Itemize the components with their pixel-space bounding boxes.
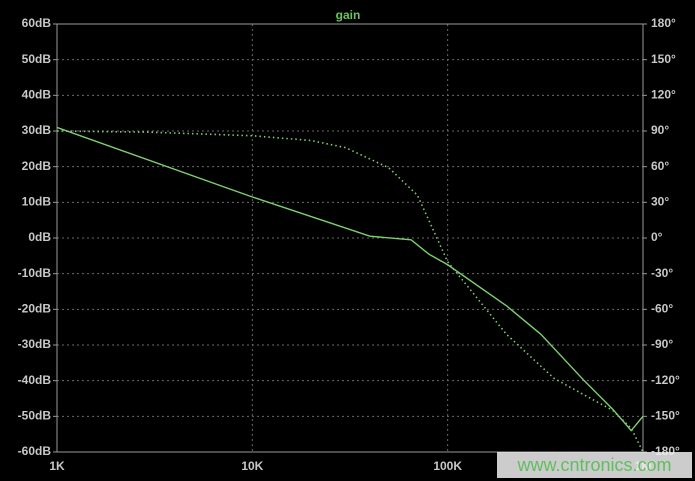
y-tick-label: -10dB bbox=[18, 266, 52, 280]
y-tick-label: 0dB bbox=[28, 230, 51, 244]
y-tick-label: -30dB bbox=[18, 337, 52, 351]
y-tick-label: -20dB bbox=[18, 302, 52, 316]
y-tick-label: 20dB bbox=[22, 159, 52, 173]
y2-tick-label: 120° bbox=[651, 88, 676, 102]
y2-tick-label: -90° bbox=[651, 337, 673, 351]
y2-tick-label: -120° bbox=[651, 373, 680, 387]
y2-tick-label: -60° bbox=[651, 302, 673, 316]
y2-tick-label: 30° bbox=[651, 195, 669, 209]
y2-tick-label: 60° bbox=[651, 159, 669, 173]
y-tick-label: 50dB bbox=[22, 52, 52, 66]
y2-tick-label: 90° bbox=[651, 123, 669, 137]
y2-tick-label: -150° bbox=[651, 409, 680, 423]
watermark: www.cntronics.com bbox=[497, 452, 692, 478]
series-line bbox=[56, 126, 644, 432]
y-tick-label: -50dB bbox=[18, 409, 52, 423]
y-tick-label: 60dB bbox=[22, 16, 52, 30]
plot-frame bbox=[56, 23, 644, 453]
y2-tick-label: 180° bbox=[651, 16, 676, 30]
y-tick-label: -40dB bbox=[18, 373, 52, 387]
x-tick-label: 10K bbox=[241, 459, 263, 473]
y2-tick-label: -30° bbox=[651, 266, 673, 280]
x-tick-label: 1K bbox=[49, 459, 65, 473]
y-tick-label: 30dB bbox=[22, 123, 52, 137]
y-tick-label: 10dB bbox=[22, 195, 52, 209]
y2-tick-label: 150° bbox=[651, 52, 676, 66]
chart-title: gain bbox=[336, 8, 361, 22]
y2-tick-label: 0° bbox=[651, 230, 663, 244]
y-tick-label: 40dB bbox=[22, 88, 52, 102]
x-tick-label: 100K bbox=[433, 459, 462, 473]
y-tick-label: -60dB bbox=[18, 444, 52, 458]
